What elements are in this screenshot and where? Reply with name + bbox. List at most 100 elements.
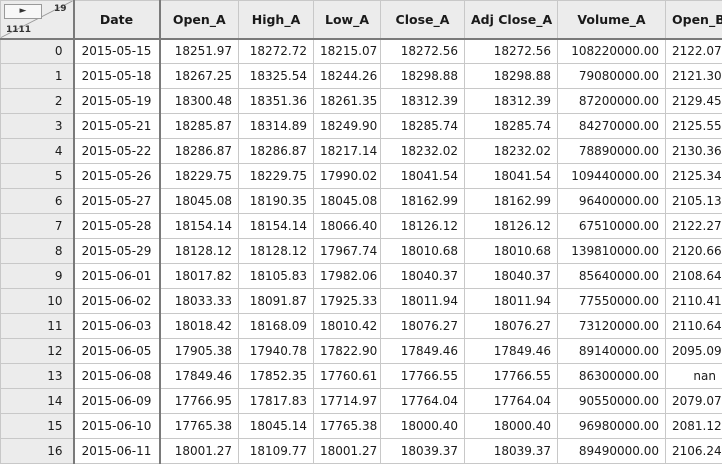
row-index-cell[interactable]: 14 <box>0 388 75 414</box>
column-header-low-a[interactable]: Low_A <box>313 0 381 40</box>
cell-low-a[interactable]: 18249.90 <box>313 113 381 139</box>
cell-open-b[interactable]: 2110.64 <box>665 313 722 339</box>
cell-date[interactable]: 2015-05-19 <box>73 88 161 114</box>
row-index-cell[interactable]: 10 <box>0 288 75 314</box>
cell-adj-close-a[interactable]: 18039.37 <box>464 438 558 464</box>
cell-date[interactable]: 2015-06-01 <box>73 263 161 289</box>
row-index-cell[interactable]: 0 <box>0 38 75 64</box>
cell-open-a[interactable]: 18229.75 <box>159 163 239 189</box>
cell-close-a[interactable]: 18041.54 <box>380 163 465 189</box>
cell-close-a[interactable]: 18076.27 <box>380 313 465 339</box>
cell-date[interactable]: 2015-05-29 <box>73 238 161 264</box>
cell-adj-close-a[interactable]: 18285.74 <box>464 113 558 139</box>
row-index-cell[interactable]: 16 <box>0 438 75 464</box>
cell-open-b[interactable]: 2121.30 <box>665 63 722 89</box>
cell-low-a[interactable]: 17760.61 <box>313 363 381 389</box>
cell-open-a[interactable]: 18285.87 <box>159 113 239 139</box>
cell-volume-a[interactable]: 139810000.00 <box>557 238 666 264</box>
cell-adj-close-a[interactable]: 18232.02 <box>464 138 558 164</box>
cell-date[interactable]: 2015-05-28 <box>73 213 161 239</box>
cell-low-a[interactable]: 17925.33 <box>313 288 381 314</box>
cell-date[interactable]: 2015-06-08 <box>73 363 161 389</box>
cell-open-a[interactable]: 18033.33 <box>159 288 239 314</box>
cell-open-b[interactable]: 2130.36 <box>665 138 722 164</box>
cell-close-a[interactable]: 17766.55 <box>380 363 465 389</box>
cell-open-a[interactable]: 17766.95 <box>159 388 239 414</box>
cell-open-a[interactable]: 17849.46 <box>159 363 239 389</box>
cell-close-a[interactable]: 18312.39 <box>380 88 465 114</box>
column-header-open-a[interactable]: Open_A <box>159 0 239 40</box>
cell-close-a[interactable]: 18040.37 <box>380 263 465 289</box>
cell-volume-a[interactable]: 87200000.00 <box>557 88 666 114</box>
cell-date[interactable]: 2015-05-21 <box>73 113 161 139</box>
cell-low-a[interactable]: 17822.90 <box>313 338 381 364</box>
cell-open-a[interactable]: 18001.27 <box>159 438 239 464</box>
row-index-cell[interactable]: 2 <box>0 88 75 114</box>
cell-date[interactable]: 2015-05-22 <box>73 138 161 164</box>
cell-open-b[interactable]: 2122.07 <box>665 38 722 64</box>
cell-adj-close-a[interactable]: 17849.46 <box>464 338 558 364</box>
cell-high-a[interactable]: 18168.09 <box>238 313 314 339</box>
cell-low-a[interactable]: 18217.14 <box>313 138 381 164</box>
cell-open-b[interactable]: 2125.34 <box>665 163 722 189</box>
cell-volume-a[interactable]: 96400000.00 <box>557 188 666 214</box>
cell-open-a[interactable]: 18251.97 <box>159 38 239 64</box>
cell-high-a[interactable]: 18314.89 <box>238 113 314 139</box>
cell-volume-a[interactable]: 109440000.00 <box>557 163 666 189</box>
column-header-date[interactable]: Date <box>73 0 161 40</box>
corner-cell[interactable]: ► 19 1111 <box>0 0 75 40</box>
cell-open-a[interactable]: 18267.25 <box>159 63 239 89</box>
cell-volume-a[interactable]: 79080000.00 <box>557 63 666 89</box>
cell-low-a[interactable]: 18066.40 <box>313 213 381 239</box>
cell-adj-close-a[interactable]: 17766.55 <box>464 363 558 389</box>
cell-open-b[interactable]: 2122.27 <box>665 213 722 239</box>
cell-volume-a[interactable]: 89140000.00 <box>557 338 666 364</box>
row-index-cell[interactable]: 8 <box>0 238 75 264</box>
cell-close-a[interactable]: 17764.04 <box>380 388 465 414</box>
cell-date[interactable]: 2015-06-11 <box>73 438 161 464</box>
cell-high-a[interactable]: 18229.75 <box>238 163 314 189</box>
cell-volume-a[interactable]: 89490000.00 <box>557 438 666 464</box>
cell-date[interactable]: 2015-05-26 <box>73 163 161 189</box>
cell-high-a[interactable]: 18325.54 <box>238 63 314 89</box>
cell-date[interactable]: 2015-06-02 <box>73 288 161 314</box>
cell-low-a[interactable]: 17765.38 <box>313 413 381 439</box>
cell-volume-a[interactable]: 96980000.00 <box>557 413 666 439</box>
row-index-cell[interactable]: 4 <box>0 138 75 164</box>
column-header-volume-a[interactable]: Volume_A <box>557 0 666 40</box>
cell-open-b[interactable]: 2110.41 <box>665 288 722 314</box>
row-index-cell[interactable]: 13 <box>0 363 75 389</box>
cell-adj-close-a[interactable]: 17764.04 <box>464 388 558 414</box>
cell-open-a[interactable]: 18128.12 <box>159 238 239 264</box>
cell-adj-close-a[interactable]: 18298.88 <box>464 63 558 89</box>
cell-high-a[interactable]: 18091.87 <box>238 288 314 314</box>
cell-adj-close-a[interactable]: 18272.56 <box>464 38 558 64</box>
cell-volume-a[interactable]: 84270000.00 <box>557 113 666 139</box>
cell-high-a[interactable]: 18351.36 <box>238 88 314 114</box>
row-index-cell[interactable]: 5 <box>0 163 75 189</box>
cell-high-a[interactable]: 17817.83 <box>238 388 314 414</box>
cell-low-a[interactable]: 18001.27 <box>313 438 381 464</box>
cell-low-a[interactable]: 18010.42 <box>313 313 381 339</box>
cell-high-a[interactable]: 17940.78 <box>238 338 314 364</box>
cell-close-a[interactable]: 18285.74 <box>380 113 465 139</box>
cell-open-b[interactable]: 2120.66 <box>665 238 722 264</box>
cell-high-a[interactable]: 18190.35 <box>238 188 314 214</box>
row-index-cell[interactable]: 15 <box>0 413 75 439</box>
cell-low-a[interactable]: 17967.74 <box>313 238 381 264</box>
cell-open-b[interactable]: 2108.64 <box>665 263 722 289</box>
column-header-high-a[interactable]: High_A <box>238 0 314 40</box>
cell-high-a[interactable]: 18109.77 <box>238 438 314 464</box>
cell-close-a[interactable]: 18011.94 <box>380 288 465 314</box>
cell-high-a[interactable]: 18272.72 <box>238 38 314 64</box>
cell-open-b[interactable]: 2105.13 <box>665 188 722 214</box>
cell-adj-close-a[interactable]: 18126.12 <box>464 213 558 239</box>
cell-adj-close-a[interactable]: 18010.68 <box>464 238 558 264</box>
cell-open-a[interactable]: 17765.38 <box>159 413 239 439</box>
cell-open-b[interactable]: 2081.12 <box>665 413 722 439</box>
row-index-cell[interactable]: 1 <box>0 63 75 89</box>
cell-date[interactable]: 2015-06-05 <box>73 338 161 364</box>
cell-low-a[interactable]: 18215.07 <box>313 38 381 64</box>
cell-high-a[interactable]: 17852.35 <box>238 363 314 389</box>
cell-open-b[interactable]: 2079.07 <box>665 388 722 414</box>
